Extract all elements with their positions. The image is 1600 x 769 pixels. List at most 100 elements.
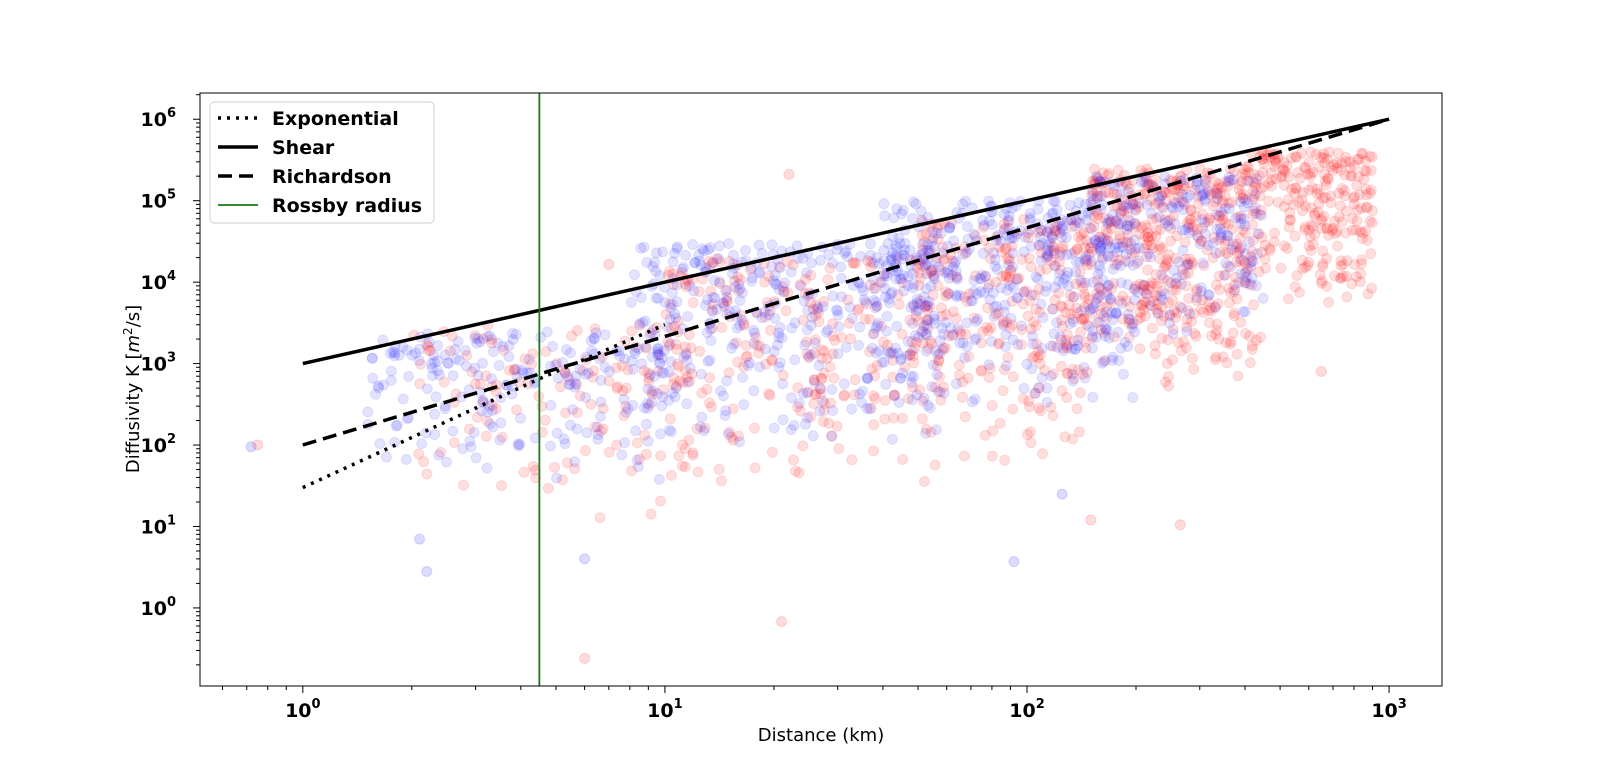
- scatter-point-0: [1208, 232, 1220, 243]
- scatter-point-0: [1172, 191, 1184, 203]
- scatter-point-0: [906, 336, 918, 348]
- scatter-point-1: [654, 270, 666, 282]
- scatter-point-0: [932, 233, 944, 245]
- scatter-point-0: [1055, 300, 1067, 312]
- scatter-point-0: [1191, 283, 1203, 295]
- scatter-point-1: [457, 443, 469, 455]
- scatter-point-0: [1025, 323, 1037, 335]
- outlier-point: [783, 168, 795, 180]
- scatter-point-0: [1160, 195, 1172, 207]
- scatter-point-1: [1040, 280, 1052, 292]
- scatter-point-0: [1157, 202, 1169, 214]
- scatter-point-0: [816, 353, 828, 364]
- scatter-point-0: [1305, 146, 1317, 158]
- scatter-point-1: [723, 238, 735, 250]
- scatter-point-0: [1264, 243, 1276, 254]
- scatter-point-1: [726, 342, 737, 354]
- scatter-point-0: [1246, 340, 1258, 352]
- scatter-point-1: [707, 292, 719, 303]
- scatter-point-0: [1235, 316, 1247, 328]
- scatter-point-1: [1154, 195, 1166, 207]
- scatter-point-0: [740, 339, 752, 351]
- scatter-point-0: [1213, 210, 1225, 222]
- scatter-point-0: [1000, 242, 1012, 254]
- scatter-point-0: [1350, 224, 1362, 236]
- scatter-point-1: [574, 363, 586, 375]
- scatter-point-0: [1095, 300, 1107, 312]
- scatter-point-0: [1061, 340, 1073, 352]
- scatter-point-0: [879, 413, 891, 425]
- scatter-point-0: [1198, 306, 1209, 318]
- scatter-point-0: [1197, 222, 1209, 234]
- scatter-point-1: [671, 243, 683, 254]
- scatter-point-0: [1075, 326, 1086, 338]
- scatter-point-1: [652, 349, 664, 361]
- scatter-point-1: [826, 384, 838, 395]
- scatter-point-1: [570, 370, 582, 382]
- scatter-point-1: [547, 341, 559, 352]
- scatter-point-1: [788, 420, 800, 431]
- scatter-point-0: [977, 326, 989, 338]
- scatter-point-0: [1239, 257, 1251, 269]
- scatter-point-0: [1180, 342, 1192, 354]
- scatter-point-0: [1234, 243, 1246, 255]
- scatter-point-0: [809, 389, 821, 401]
- scatter-point-1: [936, 322, 948, 334]
- scatter-point-0: [1326, 224, 1338, 236]
- scatter-point-0: [999, 454, 1011, 466]
- scatter-point-0: [1155, 315, 1167, 327]
- scatter-point-0: [1060, 307, 1072, 319]
- scatter-point-0: [1315, 151, 1327, 163]
- scatter-point-0: [1117, 237, 1129, 249]
- scatter-point-0: [631, 437, 643, 449]
- scatter-point-0: [1277, 165, 1289, 176]
- scatter-point-0: [1253, 228, 1265, 240]
- scatter-point-0: [703, 397, 715, 409]
- scatter-point-1: [995, 282, 1007, 294]
- scatter-point-1: [646, 396, 658, 408]
- scatter-point-1: [861, 402, 873, 414]
- scatter-point-1: [385, 375, 397, 386]
- scatter-point-0: [807, 303, 819, 315]
- scatter-point-0: [620, 382, 632, 394]
- scatter-point-1: [570, 377, 581, 389]
- scatter-point-0: [1244, 357, 1256, 369]
- scatter-point-0: [1225, 336, 1237, 348]
- scatter-point-0: [822, 274, 834, 286]
- scatter-point-0: [1160, 259, 1172, 271]
- scatter-point-1: [971, 288, 983, 300]
- scatter-point-0: [1354, 189, 1366, 201]
- scatter-point-0: [864, 279, 876, 291]
- scatter-point-0: [1151, 280, 1163, 292]
- scatter-point-0: [800, 273, 811, 285]
- scatter-point-1: [972, 313, 984, 325]
- scatter-point-0: [634, 319, 646, 331]
- scatter-point-0: [1331, 162, 1343, 174]
- scatter-point-1: [1235, 268, 1247, 280]
- scatter-point-0: [481, 415, 493, 427]
- scatter-point-1: [840, 341, 852, 353]
- scatter-point-0: [993, 337, 1005, 349]
- scatter-point-1: [907, 299, 919, 311]
- scatter-point-0: [1163, 380, 1174, 392]
- scatter-point-1: [938, 387, 950, 399]
- scatter-point-0: [1222, 260, 1234, 272]
- scatter-point-0: [1336, 183, 1348, 194]
- scatter-point-0: [1105, 283, 1117, 295]
- scatter-point-0: [899, 361, 911, 373]
- scatter-point-0: [1089, 163, 1101, 175]
- scatter-point-0: [773, 261, 785, 273]
- scatter-point-1: [571, 423, 583, 435]
- scatter-point-1: [1218, 269, 1230, 281]
- scatter-point-1: [1156, 269, 1168, 281]
- scatter-point-0: [687, 449, 699, 461]
- scatter-point-0: [1353, 153, 1365, 165]
- scatter-point-0: [1214, 284, 1225, 296]
- scatter-point-0: [738, 361, 750, 373]
- scatter-point-1: [779, 277, 791, 289]
- scatter-point-0: [935, 394, 947, 406]
- scatter-point-1: [507, 334, 519, 345]
- scatter-point-1: [721, 291, 733, 303]
- scatter-point-0: [1247, 235, 1259, 247]
- scatter-point-0: [1120, 255, 1131, 267]
